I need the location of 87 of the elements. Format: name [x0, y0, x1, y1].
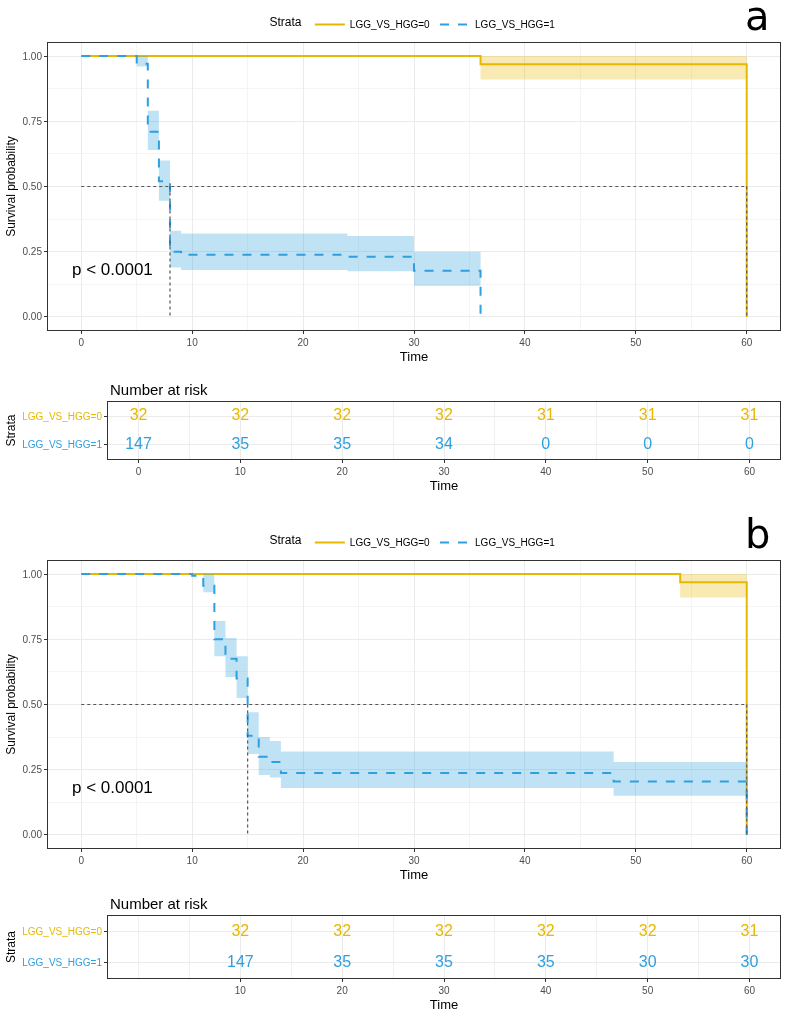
data-label: 0 [541, 434, 551, 452]
x-tick-label: 50 [642, 466, 654, 477]
x-tick-label: 20 [336, 985, 349, 996]
x-tick-label: 30 [438, 985, 450, 996]
data-label: 32 [333, 406, 352, 424]
y-tick-label: LGG_VS_HGG=0 [22, 926, 103, 937]
x-axis-title: Time [429, 996, 459, 1012]
y-tick-label: 0.50 [22, 181, 43, 192]
x-tick-label: 30 [408, 337, 420, 348]
text: b [745, 511, 771, 557]
annotation: p < 0.0001 [72, 260, 153, 279]
data-label: 32 [435, 406, 453, 424]
data-label: 32 [638, 921, 657, 939]
legend-label: LGG_VS_HGG=1 [475, 19, 556, 31]
data-label: 30 [740, 952, 759, 970]
data-label: 32 [231, 921, 250, 939]
y-tick-label: 0.25 [22, 764, 43, 776]
annotation: p < 0.0001 [72, 778, 153, 797]
data-label: 31 [536, 406, 555, 424]
chart-title: Number at risk [110, 895, 209, 912]
x-tick-label: 50 [630, 337, 642, 348]
data-label: 35 [435, 952, 453, 970]
y-axis-title: Strata [3, 930, 18, 964]
x-tick-label: 40 [540, 466, 552, 477]
x-tick-label: 50 [630, 855, 642, 866]
data-label: 31 [638, 406, 657, 424]
y-tick-label: 0.00 [22, 829, 43, 841]
legend-label: LGG_VS_HGG=0 [349, 19, 431, 31]
data-label: 31 [740, 921, 759, 939]
y-tick-label: 0.00 [22, 311, 43, 323]
legend-title: Strata [269, 14, 302, 29]
y-tick-label: LGG_VS_HGG=1 [22, 439, 103, 451]
x-tick-label: 10 [234, 466, 247, 477]
text: a [745, 0, 770, 39]
x-tick-label: 60 [741, 337, 753, 348]
x-tick-label: 60 [741, 855, 753, 866]
y-axis-title: Strata [3, 414, 18, 447]
x-axis-title: Time [399, 866, 429, 882]
data-label: 0 [745, 434, 754, 452]
data-label: 32 [333, 921, 352, 939]
y-tick-label: 0.50 [22, 699, 43, 710]
data-label: 32 [231, 406, 250, 424]
data-label: 32 [435, 921, 453, 939]
data-label: 35 [536, 952, 555, 970]
y-axis-title: Survival probability [3, 136, 18, 237]
data-label: 35 [231, 434, 250, 452]
x-tick-label: 20 [297, 855, 310, 866]
x-axis-title: Time [399, 348, 429, 364]
x-tick-label: 40 [519, 337, 531, 348]
y-tick-label: 0.75 [22, 115, 43, 127]
x-tick-label: 0 [78, 337, 85, 348]
data-label: 0 [643, 434, 653, 452]
x-tick-label: 40 [519, 855, 531, 866]
x-tick-label: 0 [78, 855, 85, 866]
y-tick-label: LGG_VS_HGG=1 [22, 957, 103, 968]
x-tick-label: 40 [540, 985, 552, 996]
legend-title: Strata [269, 532, 302, 547]
y-tick-label: 0.25 [22, 246, 43, 258]
data-label: 35 [333, 434, 352, 452]
data-label: 31 [740, 406, 759, 424]
legend-label: LGG_VS_HGG=0 [349, 537, 431, 549]
x-tick-label: 30 [408, 855, 420, 866]
x-tick-label: 10 [234, 985, 247, 996]
x-tick-label: 30 [438, 466, 450, 477]
chart-title: Number at risk [110, 381, 209, 398]
legend-label: LGG_VS_HGG=1 [475, 537, 556, 549]
data-label: 30 [638, 952, 657, 970]
x-tick-label: 20 [336, 466, 349, 477]
y-tick-label: 1.00 [22, 50, 43, 62]
x-tick-label: 50 [642, 985, 654, 996]
x-tick-label: 10 [186, 855, 199, 866]
data-label: 147 [227, 952, 254, 970]
x-tick-label: 10 [186, 337, 199, 348]
y-tick-label: LGG_VS_HGG=0 [22, 410, 103, 422]
data-label: 32 [536, 921, 555, 939]
x-tick-label: 0 [135, 466, 142, 477]
x-tick-label: 60 [743, 466, 756, 477]
x-tick-label: 60 [743, 985, 756, 996]
data-label: 35 [333, 952, 352, 970]
y-axis-title: Survival probability [3, 654, 18, 755]
x-axis-title: Time [429, 477, 459, 493]
data-label: 147 [125, 434, 152, 452]
x-tick-label: 20 [297, 337, 310, 348]
y-tick-label: 0.75 [22, 633, 43, 645]
data-label: 32 [129, 406, 148, 424]
data-label: 34 [435, 434, 453, 452]
y-tick-label: 1.00 [22, 568, 43, 580]
